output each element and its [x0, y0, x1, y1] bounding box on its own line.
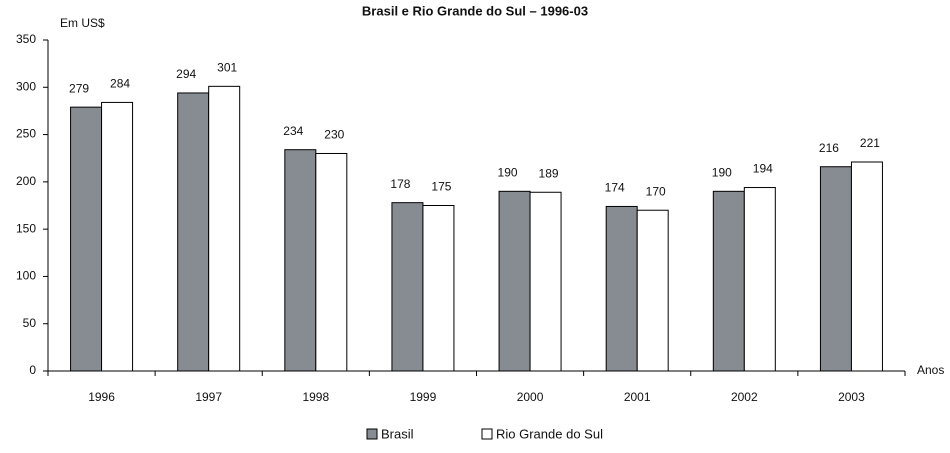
- data-label: 170: [646, 184, 666, 198]
- bar: [101, 101, 134, 372]
- bar: [177, 92, 210, 372]
- y-tick-label: 350: [16, 32, 36, 46]
- chart-title: Brasil e Rio Grande do Sul – 1996-03: [362, 3, 588, 18]
- bar: [529, 191, 562, 372]
- data-label: 294: [176, 67, 196, 81]
- y-axis-label: Em US$: [60, 16, 105, 30]
- data-label: 190: [712, 165, 732, 179]
- y-tick-label: 250: [16, 127, 36, 141]
- x-axis-label: Anos: [917, 363, 944, 377]
- data-label: 216: [819, 141, 839, 155]
- y-tick-label: 200: [16, 174, 36, 188]
- y-tick-label: 50: [23, 316, 37, 330]
- legend-label: Rio Grande do Sul: [496, 426, 603, 441]
- legend-label: Brasil: [381, 426, 414, 441]
- data-label: 221: [860, 136, 880, 150]
- y-tick-label: 100: [16, 269, 36, 283]
- data-label: 194: [753, 162, 773, 176]
- bar: [743, 187, 776, 372]
- bar: [712, 190, 745, 372]
- bar: [284, 149, 317, 372]
- bar: [819, 166, 852, 372]
- bar: [422, 205, 455, 372]
- x-tick-label: 2003: [838, 390, 865, 404]
- bar: [391, 202, 424, 372]
- data-label: 174: [605, 181, 625, 195]
- data-label: 178: [390, 177, 410, 191]
- bar: [636, 209, 669, 372]
- bar: [70, 106, 103, 372]
- y-tick-label: 150: [16, 221, 36, 235]
- data-label: 190: [498, 165, 518, 179]
- legend-swatch: [481, 428, 493, 440]
- y-tick-label: 300: [16, 79, 36, 93]
- data-label: 230: [324, 128, 344, 142]
- y-tick-label: 0: [29, 363, 36, 377]
- x-tick-label: 2001: [624, 390, 651, 404]
- bar: [850, 161, 883, 372]
- data-label: 234: [283, 124, 303, 138]
- bar: [498, 190, 531, 372]
- bar: [208, 85, 241, 372]
- x-tick-label: 1997: [195, 390, 222, 404]
- data-label: 279: [69, 81, 89, 95]
- data-label: 189: [539, 166, 559, 180]
- data-label: 301: [217, 61, 237, 75]
- x-tick-label: 2000: [517, 390, 544, 404]
- x-tick-label: 1996: [88, 390, 115, 404]
- data-label: 175: [431, 180, 451, 194]
- legend-swatch: [366, 428, 378, 440]
- bar: [315, 152, 348, 372]
- bar: [605, 205, 638, 372]
- data-label: 284: [110, 77, 130, 91]
- x-tick-label: 1999: [410, 390, 437, 404]
- x-tick-label: 1998: [302, 390, 329, 404]
- x-tick-label: 2002: [731, 390, 758, 404]
